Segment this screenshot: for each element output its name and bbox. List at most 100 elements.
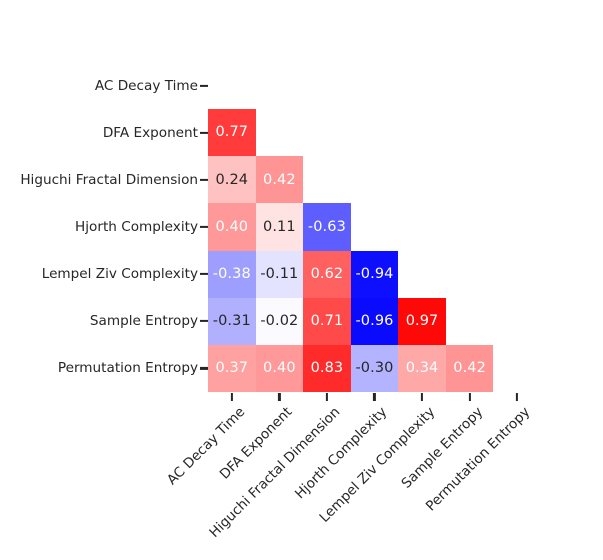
heatmap-cell: -0.31 xyxy=(208,297,256,345)
heatmap-cell: 0.37 xyxy=(208,344,256,392)
heatmap-cell-value: -0.38 xyxy=(212,265,251,282)
y-tick-label-4: Lempel Ziv Complexity xyxy=(41,266,198,283)
heatmap-cell: 0.42 xyxy=(255,156,304,204)
heatmap-cell-value: -0.63 xyxy=(307,218,346,235)
heatmap-cell: -0.38 xyxy=(208,250,256,298)
x-tick-label-0: AC Decay Time xyxy=(163,404,249,489)
y-tick-label-2: Higuchi Fractal Dimension xyxy=(20,171,198,188)
x-tick-mark-4 xyxy=(420,393,424,401)
y-tick-mark-0 xyxy=(200,84,208,87)
x-tick-mark-2 xyxy=(325,393,329,401)
heatmap-cell: 0.40 xyxy=(255,344,304,392)
heatmap-cell-value: -0.94 xyxy=(355,265,394,282)
heatmap-row: -0.38 -0.11 0.62 -0.94 xyxy=(208,250,541,298)
heatmap-cell: 0.40 xyxy=(208,203,256,251)
heatmap-cell-masked xyxy=(256,109,304,156)
heatmap-cell-masked xyxy=(446,203,494,250)
heatmap-row: -0.31 -0.02 0.71 -0.96 0.97 xyxy=(208,297,541,345)
heatmap-cell: -0.96 xyxy=(350,297,399,345)
heatmap-cell-value: 0.62 xyxy=(310,265,344,282)
heatmap-cell: 0.42 xyxy=(445,344,494,392)
heatmap-cell-masked xyxy=(351,156,399,203)
y-tick-label-1: DFA Exponent xyxy=(102,124,198,141)
heatmap-cell-masked xyxy=(493,251,541,298)
heatmap-cell: -0.02 xyxy=(255,297,304,345)
y-tick-mark-5 xyxy=(200,320,208,323)
y-tick-label-6: Permutation Entropy xyxy=(57,360,198,377)
heatmap-cell-value: -0.11 xyxy=(260,265,299,282)
heatmap-cell-value: 0.71 xyxy=(310,313,344,329)
y-tick-mark-6 xyxy=(200,367,208,370)
heatmap-cell-value: -0.02 xyxy=(260,313,299,329)
heatmap-cell-masked xyxy=(351,109,399,156)
heatmap-cell-masked xyxy=(303,62,351,109)
heatmap-cell-value: 0.42 xyxy=(453,360,486,377)
y-tick-mark-4 xyxy=(200,273,208,276)
heatmap-cell: 0.77 xyxy=(208,109,256,157)
heatmap-cell-masked xyxy=(446,62,494,109)
heatmap-cell-value: 0.83 xyxy=(310,360,344,377)
heatmap-cell: -0.94 xyxy=(350,250,399,298)
heatmap-cell-masked xyxy=(398,156,446,203)
heatmap-cell: -0.30 xyxy=(350,344,399,392)
heatmap-grid: 0.77 0.24 0.42 0.40 0.11 -0.63 -0.38 -0.11 0.62-… xyxy=(208,62,541,392)
heatmap-cell: 0.83 xyxy=(303,344,351,392)
heatmap-row: 0.24 0.42 xyxy=(208,156,541,204)
heatmap-cell: 0.34 xyxy=(398,344,446,392)
heatmap-cell-masked xyxy=(303,109,351,156)
heatmap-cell-value: -0.31 xyxy=(212,313,251,329)
x-tick-mark-3 xyxy=(373,393,376,401)
heatmap-cell-value: 0.34 xyxy=(405,360,439,377)
heatmap-cell-masked xyxy=(351,203,399,250)
heatmap-cell: 0.97 xyxy=(398,297,446,345)
heatmap-cell-masked xyxy=(493,203,541,250)
x-tick-mark-6 xyxy=(516,393,519,401)
heatmap-cell-masked xyxy=(256,62,304,109)
heatmap-cell-masked xyxy=(208,62,256,109)
x-tick-mark-0 xyxy=(230,393,233,401)
x-tick-label-5: Sample Entropy xyxy=(398,404,486,492)
heatmap-cell: 0.71 xyxy=(303,297,351,345)
heatmap-cell-value: 0.40 xyxy=(215,218,249,235)
heatmap-cell-value: 0.97 xyxy=(405,313,439,329)
heatmap-cell-value: 0.40 xyxy=(263,360,296,377)
y-tick-label-3: Hjorth Complexity xyxy=(75,218,198,235)
heatmap-row: 0.37 0.40 0.83 -0.30 0.34 0.42 xyxy=(208,344,541,392)
heatmap-cell-value: -0.96 xyxy=(355,313,394,329)
heatmap-cell-masked xyxy=(303,156,351,203)
heatmap-cell-value: -0.30 xyxy=(355,360,394,377)
heatmap-cell: 0.62 xyxy=(303,250,351,298)
heatmap-row xyxy=(208,62,541,109)
y-tick-mark-3 xyxy=(200,225,208,229)
x-tick-mark-5 xyxy=(468,393,471,401)
heatmap-cell: 0.24 xyxy=(208,156,256,204)
heatmap-cell: -0.63 xyxy=(303,203,351,251)
y-tick-mark-1 xyxy=(200,131,208,134)
heatmap-row: 0.77 xyxy=(208,109,541,157)
heatmap-cell-masked xyxy=(446,298,494,345)
heatmap-cell-masked xyxy=(493,298,541,345)
heatmap-cell-masked xyxy=(398,109,446,156)
heatmap-cell: 0.11 xyxy=(255,203,304,251)
heatmap-cell-masked xyxy=(446,251,494,298)
heatmap-cell-masked xyxy=(493,109,541,156)
heatmap-cell-masked xyxy=(493,345,541,392)
y-tick-mark-2 xyxy=(200,178,208,181)
heatmap-cell-masked xyxy=(493,62,541,109)
y-tick-label-5: Sample Entropy xyxy=(89,313,198,330)
x-tick-mark-1 xyxy=(278,393,281,401)
heatmap-cell-value: 0.11 xyxy=(263,218,296,235)
y-tick-label-0: AC Decay Time xyxy=(94,77,198,94)
heatmap-cell-masked xyxy=(398,62,446,109)
heatmap-cell-masked xyxy=(351,62,399,109)
heatmap-cell-masked xyxy=(446,109,494,156)
heatmap-cell: -0.11 xyxy=(255,250,304,298)
heatmap-cell-value: 0.42 xyxy=(263,171,296,188)
heatmap-cell-masked xyxy=(493,156,541,203)
heatmap-cell-value: 0.37 xyxy=(215,360,249,377)
heatmap-cell-value: 0.24 xyxy=(215,171,249,188)
heatmap-cell-masked xyxy=(398,203,446,250)
heatmap-cell-masked xyxy=(446,156,494,203)
heatmap-cell-value: 0.77 xyxy=(215,124,249,141)
